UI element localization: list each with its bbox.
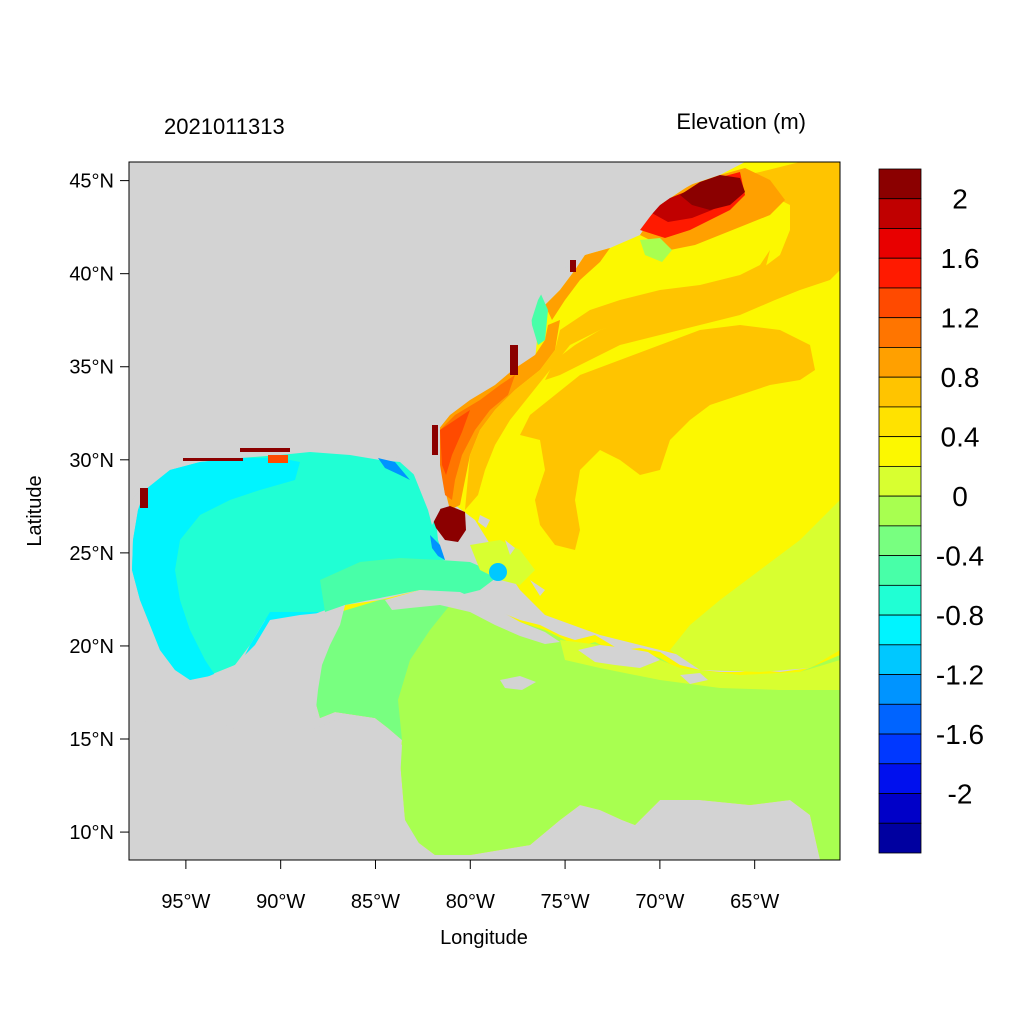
- colorbar-swatch: [878, 198, 922, 229]
- colorbar-swatch: [878, 733, 922, 765]
- western-caribbean: [315, 596, 450, 740]
- colorbar-swatch: [878, 257, 922, 289]
- colorbar-swatch: [878, 168, 922, 200]
- map-plot-area: [129, 162, 840, 860]
- colorbar-swatch: [878, 644, 922, 675]
- colorbar-label: 0: [952, 481, 968, 512]
- colorbar-swatch: [878, 376, 922, 408]
- colorbar-swatch: [878, 822, 922, 854]
- colorbar-swatch: [878, 555, 922, 586]
- lat-tick-label: 15°N: [69, 729, 114, 751]
- gulf-western-shelf: [132, 458, 300, 680]
- east-atlantic-band: [670, 500, 840, 672]
- map-frame: [128, 161, 841, 861]
- colorbar-label: 1.6: [941, 243, 980, 274]
- lon-tick-label: 85°W: [351, 891, 400, 913]
- colorbar-swatch: [878, 287, 922, 319]
- longitude-axis: 95°W 90°W 85°W 80°W 75°W 70°W 65°W: [161, 860, 779, 913]
- lat-tick-label: 40°N: [69, 264, 114, 286]
- colorbar-labels: 2 1.6 1.2 0.8 0.4 0 -0.4 -0.8 -1.2 -1.6 -2: [936, 184, 984, 810]
- coastal-red: [440, 410, 470, 475]
- lon-tick-label: 80°W: [446, 891, 495, 913]
- caribbean-sea: [315, 596, 840, 860]
- date-title: 2021011313: [164, 114, 285, 139]
- colorbar-swatch: [878, 763, 922, 794]
- lon-tick-label: 90°W: [256, 891, 305, 913]
- latitude-axis: 45°N 40°N 35°N 30°N 25°N 20°N 15°N 10°N: [69, 171, 129, 844]
- gulf-stream-orange-2: [465, 250, 770, 510]
- colorbar-swatch: [878, 614, 922, 646]
- variable-title: Elevation (m): [676, 109, 806, 134]
- colorbar-swatch: [878, 703, 922, 735]
- colorbar-swatch: [878, 436, 922, 467]
- colorbar-swatch: [878, 317, 922, 348]
- colorbar: [878, 168, 922, 854]
- central-orange-blob: [520, 325, 815, 550]
- caribbean-islands: [129, 455, 820, 860]
- lat-tick-label: 45°N: [69, 171, 114, 193]
- lon-tick-label: 95°W: [161, 891, 210, 913]
- lat-tick-label: 30°N: [69, 450, 114, 472]
- colorbar-label: -0.8: [936, 600, 984, 631]
- colorbar-swatch: [878, 793, 922, 824]
- colorbar-swatch: [878, 674, 922, 705]
- lon-tick-label: 75°W: [541, 891, 590, 913]
- colorbar-swatch: [878, 228, 922, 259]
- bay-of-fundy-maroon: [680, 175, 745, 210]
- bahamas-light: [470, 540, 535, 585]
- gulf-big-bend: [378, 458, 410, 480]
- gulf-coast-surge-specks: [140, 260, 576, 508]
- straits-band: [320, 558, 500, 612]
- colorbar-label: 0.8: [941, 362, 980, 393]
- colorbar-label: -1.2: [936, 660, 984, 691]
- colorbar-swatch: [878, 465, 922, 497]
- colorbar-swatch: [878, 406, 922, 438]
- colorbar-swatch: [878, 347, 922, 378]
- mid-atlantic-coast-orange: [545, 248, 610, 320]
- colorbar-swatch: [878, 584, 922, 616]
- lat-tick-label: 10°N: [69, 822, 114, 844]
- colorbar-label: -1.6: [936, 719, 984, 750]
- colorbar-label: 1.2: [941, 303, 980, 334]
- lon-tick-label: 65°W: [730, 891, 779, 913]
- lat-tick-label: 35°N: [69, 357, 114, 379]
- colorbar-label: 0.4: [941, 422, 980, 453]
- bahamas-blue-spot: [489, 563, 507, 581]
- colorbar-label: -2: [948, 779, 973, 810]
- us-east-coast-land: [129, 162, 640, 510]
- north-atlantic-land: [640, 162, 745, 222]
- lon-tick-label: 70°W: [635, 891, 684, 913]
- lat-tick-label: 25°N: [69, 543, 114, 565]
- colorbar-label: 2: [952, 184, 968, 215]
- lat-tick-label: 20°N: [69, 636, 114, 658]
- x-axis-label: Longitude: [440, 927, 528, 949]
- colorbar-label: -0.4: [936, 541, 984, 572]
- florida-bay-maroon: [430, 506, 466, 542]
- y-axis-label: Latitude: [24, 475, 46, 546]
- south-florida-blue: [430, 535, 445, 560]
- southeast-coast-orange: [440, 320, 560, 510]
- colorbar-swatch: [878, 495, 922, 527]
- cape-cod-light: [640, 238, 672, 262]
- gulf-stream-orange: [545, 162, 840, 380]
- colorbar-swatch: [878, 525, 922, 557]
